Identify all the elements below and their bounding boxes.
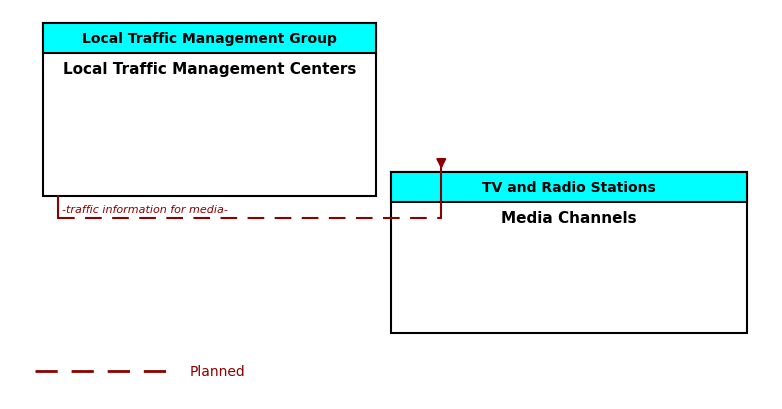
Bar bbox=[43, 24, 375, 196]
Bar bbox=[391, 173, 747, 202]
Text: TV and Radio Stations: TV and Radio Stations bbox=[482, 180, 656, 194]
Text: Local Traffic Management Centers: Local Traffic Management Centers bbox=[63, 62, 356, 77]
Text: Media Channels: Media Channels bbox=[501, 211, 637, 225]
Text: -traffic information for media-: -traffic information for media- bbox=[63, 204, 228, 214]
Text: Local Traffic Management Group: Local Traffic Management Group bbox=[82, 32, 336, 46]
Text: Planned: Planned bbox=[190, 364, 246, 378]
Bar bbox=[43, 24, 375, 54]
Bar bbox=[391, 173, 747, 202]
Bar bbox=[391, 173, 747, 333]
Bar bbox=[43, 24, 375, 54]
